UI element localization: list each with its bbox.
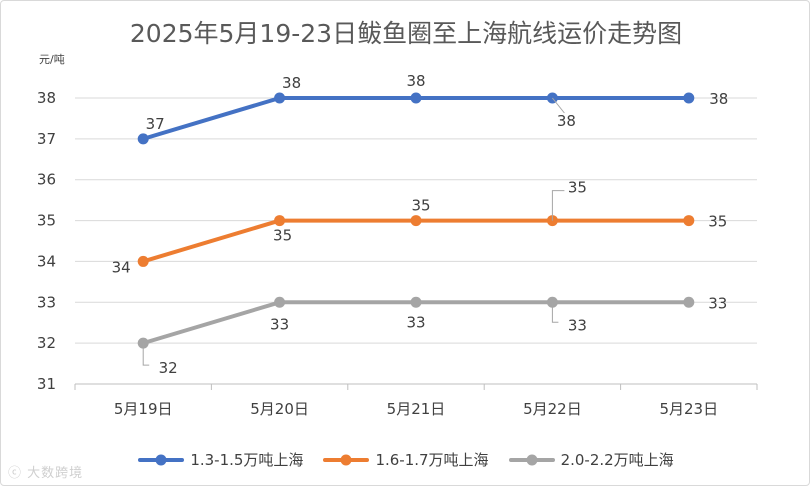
series-2-data-label: 35 — [568, 179, 587, 197]
series-2-point — [274, 215, 286, 227]
series-line-2 — [141, 218, 691, 264]
legend-marker-icon — [323, 454, 370, 465]
x-tick-label: 5月20日 — [250, 400, 309, 418]
series-1-data-label: 38 — [282, 74, 301, 92]
series-1-data-label: 38 — [557, 112, 576, 130]
series-2-data-label: 35 — [411, 197, 430, 215]
y-tick-label: 37 — [37, 130, 56, 148]
data-label-leader-line — [142, 343, 150, 366]
plot-area: 31 32 33 34 35 36 37 38 5月19日 5月20日 5月21日 5月22日 5月23… — [37, 72, 758, 418]
x-tick-label: 5月22日 — [523, 400, 582, 418]
series-2-point — [137, 255, 149, 267]
watermark-logo-icon: ⓒ — [8, 466, 23, 481]
x-tick-label: 5月19日 — [114, 400, 173, 418]
y-tick-label: 35 — [37, 212, 56, 230]
watermark: ⓒ 大数跨境 — [8, 462, 83, 481]
series-1-point — [137, 133, 149, 145]
y-tick-label: 33 — [37, 293, 56, 311]
series-3-data-label: 33 — [568, 316, 587, 334]
legend: 1.3-1.5万吨上海 1.6-1.7万吨上海 2.0-2.2万吨上海 — [0, 449, 812, 470]
series-1-point — [410, 92, 422, 104]
series-2-data-label: 35 — [273, 227, 292, 245]
data-label-leader-line — [552, 97, 565, 114]
x-tick-label: 5月23日 — [659, 400, 718, 418]
series-3-data-label: 33 — [708, 294, 727, 312]
chart-title: 2025年5月19-23日鲅鱼圈至上海航线运价走势图 — [129, 19, 683, 48]
series-1-data-label: 37 — [146, 115, 165, 133]
legend-marker-icon — [138, 454, 185, 465]
series-2-point — [410, 215, 422, 227]
data-label-leader-line — [551, 302, 559, 323]
series-1-point — [274, 92, 286, 104]
data-label-leader-line — [551, 190, 565, 221]
legend-label: 1.6-1.7万吨上海 — [375, 451, 489, 469]
legend-item-2: 1.6-1.7万吨上海 — [323, 449, 489, 470]
series-3-data-label: 32 — [159, 359, 178, 377]
series-2-data-label: 34 — [112, 258, 131, 276]
series-3-data-label: 33 — [406, 313, 425, 331]
series-2-point — [683, 215, 695, 227]
series-3-data-label: 33 — [270, 315, 289, 333]
y-tick-label: 31 — [37, 375, 56, 393]
y-tick-label: 32 — [37, 334, 56, 352]
y-tick-label: 38 — [37, 89, 56, 107]
y-axis-unit-label: 元/吨 — [39, 53, 65, 66]
y-tick-label: 34 — [37, 252, 56, 270]
series-2-data-label: 35 — [708, 213, 727, 231]
series-1-data-label: 38 — [406, 72, 425, 90]
series-1-point — [683, 92, 695, 104]
legend-label: 1.3-1.5万吨上海 — [190, 451, 304, 469]
watermark-text: 大数跨境 — [27, 466, 84, 481]
y-tick-label: 36 — [37, 171, 56, 189]
series-1-data-label: 38 — [709, 90, 728, 108]
x-tick-label: 5月21日 — [387, 400, 446, 418]
legend-label: 2.0-2.2万吨上海 — [560, 451, 674, 469]
series-3-point — [274, 296, 286, 308]
legend-item-3: 2.0-2.2万吨上海 — [508, 449, 674, 470]
series-3-point — [410, 296, 422, 308]
legend-marker-icon — [508, 454, 555, 465]
series-3-point — [683, 296, 695, 308]
series-line-1 — [141, 96, 691, 141]
legend-item-1: 1.3-1.5万吨上海 — [138, 449, 303, 470]
